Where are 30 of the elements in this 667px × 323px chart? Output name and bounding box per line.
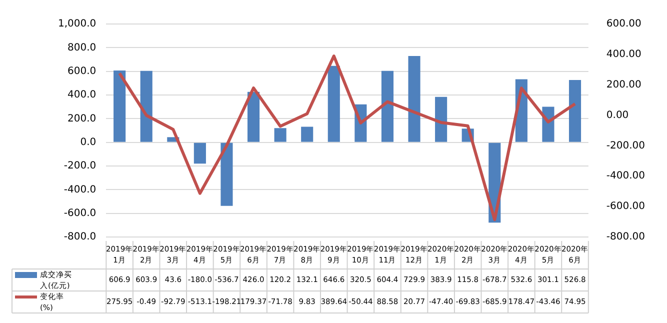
bar	[381, 70, 394, 142]
y-tick-label: 0.0	[80, 136, 96, 148]
y2-tick-label: -600.00	[606, 201, 646, 212]
y2-tick-label: -400.00	[606, 170, 646, 182]
y-tick-label: 400.0	[68, 90, 96, 101]
bar	[301, 126, 314, 142]
bar	[220, 142, 233, 206]
y2-tick-label: 200.00	[606, 79, 642, 90]
bar	[274, 128, 286, 142]
y-tick-label: -600.0	[64, 208, 96, 219]
y-tick-label: 800.0	[68, 42, 96, 54]
y2-tick-label: 400.00	[606, 49, 642, 60]
y2-tick-label: -200.00	[606, 140, 646, 152]
y-tick-label: -200.0	[64, 160, 96, 172]
y-tick-label: 600.0	[68, 66, 96, 77]
bar	[194, 142, 206, 164]
bar	[435, 96, 448, 142]
bar	[114, 70, 126, 142]
y2-tick-label: 600.00	[606, 18, 642, 30]
y-tick-label: -800.0	[64, 232, 96, 243]
y-tick-label: 200.0	[68, 113, 96, 124]
y2-tick-label: 0.00	[606, 110, 629, 121]
bar	[568, 80, 582, 142]
bar	[328, 66, 340, 142]
y-tick-label: 1,000.0	[58, 18, 96, 30]
y2-tick-label: -800.00	[606, 232, 646, 243]
y-tick-label: -400.0	[64, 184, 96, 196]
bar	[140, 70, 152, 142]
bar	[408, 56, 420, 142]
bar	[247, 92, 260, 142]
